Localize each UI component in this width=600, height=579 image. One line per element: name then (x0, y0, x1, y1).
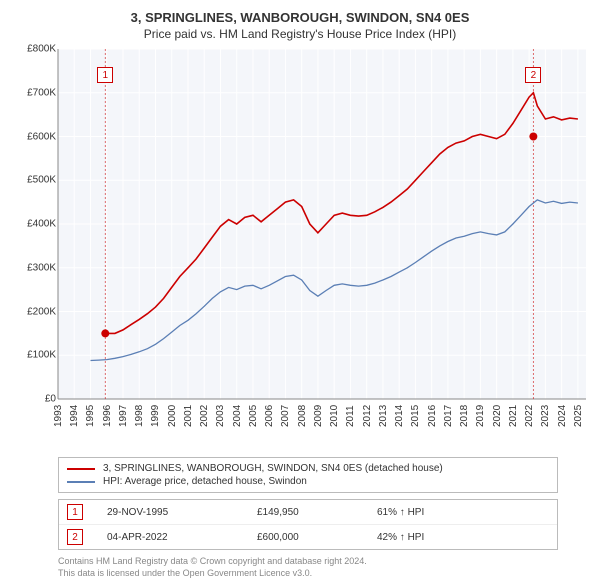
chart-area: £0£100K£200K£300K£400K£500K£600K£700K£80… (14, 49, 586, 429)
chart-title: 3, SPRINGLINES, WANBOROUGH, SWINDON, SN4… (14, 10, 586, 25)
x-axis-label: 2024 (557, 405, 568, 427)
x-axis-label: 1993 (53, 405, 64, 427)
x-axis-label: 2023 (540, 405, 551, 427)
sales-hpi: 42% ↑ HPI (377, 532, 497, 543)
x-axis-label: 2007 (280, 405, 291, 427)
x-axis-label: 1996 (102, 405, 113, 427)
sales-table-row: 204-APR-2022£600,00042% ↑ HPI (59, 524, 557, 549)
legend-swatch (67, 468, 95, 470)
sales-hpi: 61% ↑ HPI (377, 507, 497, 518)
sale-marker-box: 1 (97, 67, 113, 83)
sale-marker-box: 2 (525, 67, 541, 83)
legend-label: HPI: Average price, detached house, Swin… (103, 476, 307, 487)
plot-svg (14, 49, 586, 429)
sales-marker-number: 2 (67, 529, 83, 545)
footer-line-2: This data is licensed under the Open Gov… (58, 568, 586, 579)
sales-price: £149,950 (257, 507, 377, 518)
y-axis-label: £0 (45, 394, 56, 405)
y-axis-label: £200K (27, 306, 56, 317)
x-axis-label: 2004 (232, 405, 243, 427)
x-axis-label: 2020 (492, 405, 503, 427)
x-axis-label: 2016 (427, 405, 438, 427)
x-axis-label: 1997 (118, 405, 129, 427)
y-axis-label: £800K (27, 44, 56, 55)
x-axis-label: 1994 (69, 405, 80, 427)
sales-date: 04-APR-2022 (83, 532, 257, 543)
x-axis-label: 2012 (362, 405, 373, 427)
legend-swatch (67, 481, 95, 483)
x-axis-label: 1995 (85, 405, 96, 427)
x-axis-label: 2017 (443, 405, 454, 427)
x-axis-label: 2002 (199, 405, 210, 427)
x-axis-label: 2019 (475, 405, 486, 427)
x-axis-label: 2015 (410, 405, 421, 427)
legend-row: HPI: Average price, detached house, Swin… (67, 475, 549, 488)
x-axis-label: 2003 (215, 405, 226, 427)
x-axis-label: 2021 (508, 405, 519, 427)
x-axis-label: 2000 (167, 405, 178, 427)
x-axis-label: 2011 (345, 405, 356, 427)
x-axis-label: 2009 (313, 405, 324, 427)
footer: Contains HM Land Registry data © Crown c… (58, 556, 586, 579)
x-axis-label: 2010 (329, 405, 340, 427)
x-axis-label: 2018 (459, 405, 470, 427)
x-axis-label: 1998 (134, 405, 145, 427)
sales-table-row: 129-NOV-1995£149,95061% ↑ HPI (59, 500, 557, 524)
y-axis-label: £100K (27, 350, 56, 361)
x-axis-label: 2013 (378, 405, 389, 427)
x-axis-label: 2005 (248, 405, 259, 427)
chart-subtitle: Price paid vs. HM Land Registry's House … (14, 27, 586, 41)
x-axis-label: 1999 (150, 405, 161, 427)
y-axis-label: £300K (27, 262, 56, 273)
legend-row: 3, SPRINGLINES, WANBOROUGH, SWINDON, SN4… (67, 462, 549, 475)
y-axis-label: £600K (27, 131, 56, 142)
x-axis-label: 2014 (394, 405, 405, 427)
legend-label: 3, SPRINGLINES, WANBOROUGH, SWINDON, SN4… (103, 463, 443, 474)
y-axis-label: £400K (27, 219, 56, 230)
x-axis-label: 2022 (524, 405, 535, 427)
y-axis-label: £700K (27, 87, 56, 98)
legend: 3, SPRINGLINES, WANBOROUGH, SWINDON, SN4… (58, 457, 558, 493)
sales-table: 129-NOV-1995£149,95061% ↑ HPI204-APR-202… (58, 499, 558, 550)
footer-line-1: Contains HM Land Registry data © Crown c… (58, 556, 586, 568)
x-axis-label: 2006 (264, 405, 275, 427)
sales-date: 29-NOV-1995 (83, 507, 257, 518)
x-axis-label: 2025 (573, 405, 584, 427)
y-axis-label: £500K (27, 175, 56, 186)
sales-marker-number: 1 (67, 504, 83, 520)
x-axis-label: 2008 (297, 405, 308, 427)
x-axis-label: 2001 (183, 405, 194, 427)
sales-price: £600,000 (257, 532, 377, 543)
